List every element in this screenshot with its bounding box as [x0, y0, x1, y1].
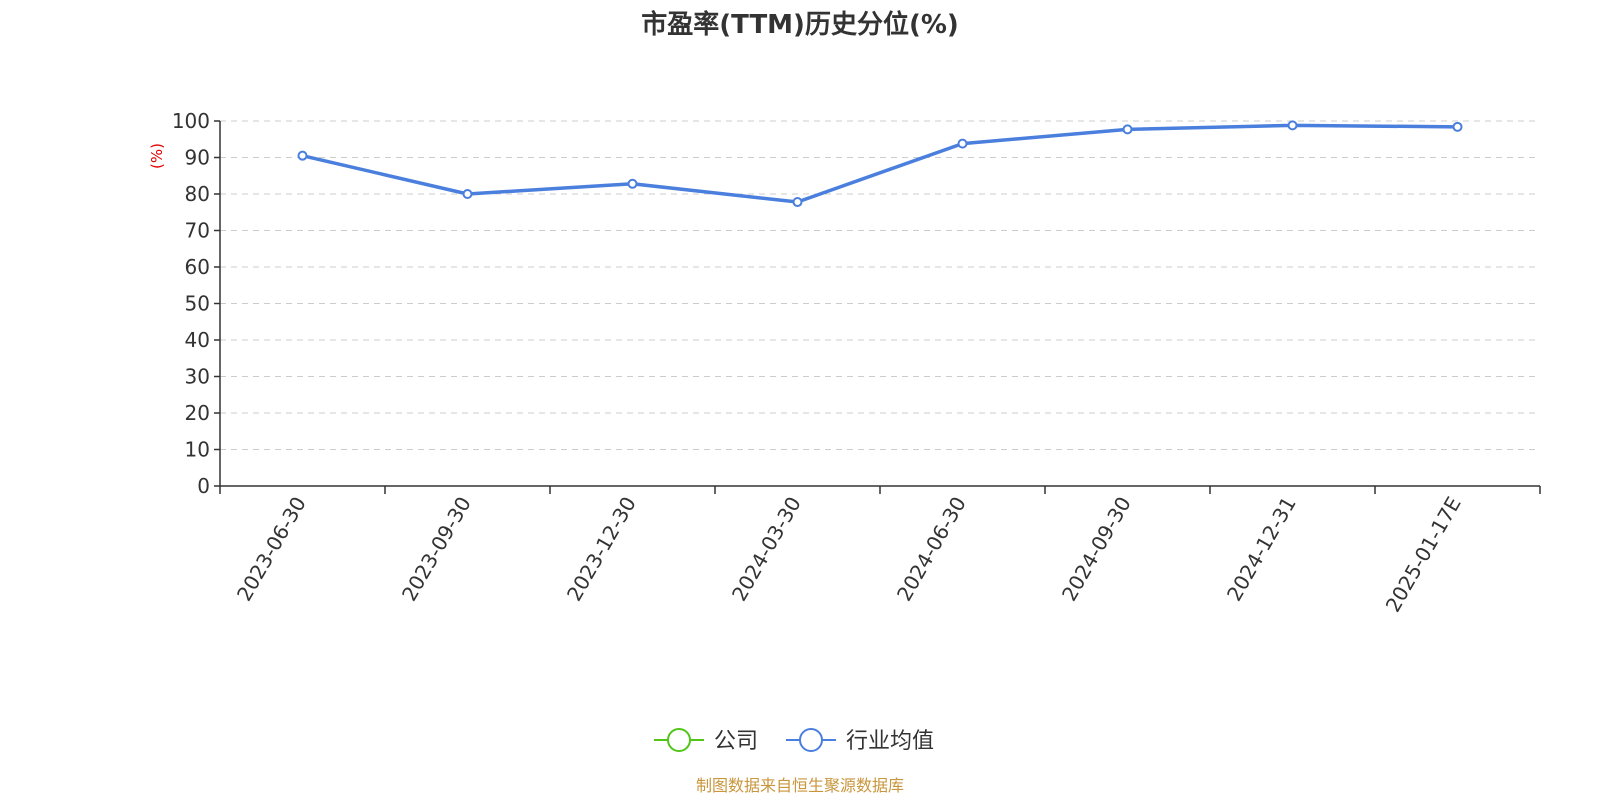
- y-tick-label: 20: [185, 401, 210, 425]
- data-point[interactable]: [627, 178, 638, 189]
- legend[interactable]: 公司 行业均值: [654, 728, 934, 754]
- series-line: [302, 123, 1458, 204]
- x-tick-label: 2025-01-17E: [1381, 493, 1466, 617]
- y-tick-label: 60: [185, 255, 210, 279]
- y-tick-label: 80: [185, 182, 210, 206]
- y-tick-label: 40: [185, 328, 210, 352]
- axes: 0 10 20 30 40 50 60 70 80 90 100 2023-06-30 2023-09-…: [172, 109, 1541, 617]
- gridlines: [220, 120, 1540, 450]
- x-tick-label: 2023-12-30: [562, 493, 641, 606]
- data-point[interactable]: [957, 138, 968, 149]
- x-tick-label: 2023-09-30: [397, 493, 476, 606]
- y-tick-label: 10: [185, 438, 210, 462]
- x-tick-label: 2024-12-31: [1222, 493, 1301, 606]
- y-tick-label: 90: [185, 146, 210, 170]
- data-point[interactable]: [462, 189, 473, 199]
- source-note: 制图数据来自恒生聚源数据库: [696, 776, 904, 795]
- legend-circle-icon: [667, 728, 691, 752]
- x-tick-label: 2024-09-30: [1057, 493, 1136, 606]
- data-point[interactable]: [1287, 120, 1298, 131]
- series-layer: [297, 120, 1463, 208]
- data-point[interactable]: [792, 197, 803, 208]
- chart-title: 市盈率(TTM)历史分位(%): [641, 9, 959, 40]
- legend-circle-icon: [799, 728, 823, 752]
- y-axis-label: (%): [148, 143, 166, 169]
- y-tick-label: 70: [185, 219, 210, 243]
- y-tick-label: 30: [185, 365, 210, 389]
- legend-label: 公司: [714, 729, 758, 754]
- data-point[interactable]: [297, 150, 308, 161]
- x-tick-label: 2023-06-30: [232, 493, 311, 606]
- legend-item[interactable]: 行业均值: [786, 728, 934, 754]
- data-point[interactable]: [1122, 124, 1133, 135]
- y-tick-label: 100: [172, 109, 210, 133]
- data-point[interactable]: [1452, 121, 1463, 132]
- x-tick-label: 2024-06-30: [892, 493, 971, 606]
- y-tick-label: 50: [185, 292, 210, 316]
- legend-label: 行业均值: [846, 729, 934, 754]
- legend-item[interactable]: 公司: [654, 728, 758, 754]
- x-tick-label: 2024-03-30: [727, 493, 806, 606]
- y-tick-label: 0: [197, 474, 210, 498]
